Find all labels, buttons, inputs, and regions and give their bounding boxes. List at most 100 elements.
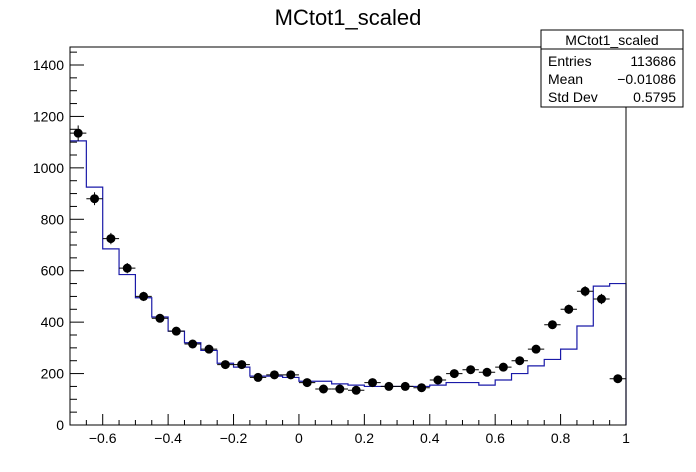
point-marker [335,384,345,394]
point-marker [498,362,508,372]
data-point [576,286,594,297]
point-marker [368,378,378,388]
data-point [364,378,381,388]
point-marker [139,291,149,301]
x-tick-label: −0.6 [89,430,117,446]
point-marker [433,375,443,385]
point-marker [384,381,394,391]
data-point [266,370,283,380]
histogram-step-line [70,140,627,425]
point-marker [106,234,116,244]
y-tick-label: 400 [41,314,65,330]
y-tick-label: 200 [41,366,65,382]
data-point [348,385,365,395]
x-tick-label: 0.6 [485,430,505,446]
point-marker [482,367,492,377]
data-point [413,383,430,393]
data-point [86,192,103,206]
data-point [544,320,561,330]
point-marker [613,374,623,384]
stats-stddev-label: Std Dev [548,89,598,105]
point-marker [155,313,165,323]
y-tick-label: 800 [41,211,65,227]
point-marker [286,370,296,380]
data-point [446,369,463,379]
stats-box: MCtot1_scaled Entries 113686 Mean −0.010… [540,29,684,108]
point-marker [547,320,557,330]
data-point [315,384,332,394]
point-marker [351,385,361,395]
y-tick-label: 1000 [33,160,64,176]
y-tick-label: 0 [56,417,64,433]
data-point [593,293,610,305]
data-point [217,360,234,370]
stats-box-title: MCtot1_scaled [565,32,658,48]
data-point [151,313,169,323]
data-point [119,263,136,274]
stats-stddev-value: 0.5795 [633,89,676,105]
data-point [331,384,348,394]
point-marker [237,360,247,370]
point-marker [220,360,230,370]
x-tick-label: 0 [295,430,303,446]
data-point [397,381,414,391]
histogram-layer [70,140,627,425]
point-marker [400,381,410,391]
stats-box-frame [540,29,684,108]
point-marker [417,383,427,393]
y-tick-label: 1200 [33,108,64,124]
point-marker [269,370,279,380]
point-marker [188,339,198,349]
x-tick-label: −0.2 [220,430,248,446]
axes-layer: −0.6 −0.4 −0.2 0 0.2 0.4 0.6 0.8 1 0 200 400 600 800 1… [33,51,630,446]
point-marker [531,344,541,354]
data-point [429,375,447,385]
data-point [233,360,250,370]
point-marker [564,304,574,314]
point-marker [318,384,328,394]
stats-mean-value: −0.01086 [617,71,676,87]
chart-title: MCtot1_scaled [275,5,422,30]
data-point [478,367,496,377]
point-marker [466,365,476,375]
point-marker [253,372,263,382]
x-tick-label: −0.4 [154,430,182,446]
point-marker [122,263,132,273]
data-point [511,356,528,366]
data-point [282,370,299,380]
data-point [184,339,201,349]
data-point [298,378,316,388]
data-point [462,365,479,375]
point-marker [449,369,459,379]
data-point [560,304,577,314]
data-points-layer [70,125,626,395]
point-marker [302,378,312,388]
x-tick-label: 1 [622,430,630,446]
data-point [102,232,120,245]
data-point [135,291,152,302]
stats-mean-label: Mean [548,71,583,87]
point-marker [171,326,181,336]
point-marker [515,356,525,366]
point-marker [90,194,100,204]
y-tick-label: 600 [41,263,65,279]
data-point [495,362,512,372]
x-tick-label: 0.4 [420,430,440,446]
data-point [70,125,87,141]
point-marker [596,294,606,304]
data-point [527,344,545,354]
x-tick-label: 0.2 [355,430,375,446]
point-marker [73,128,83,138]
x-tick-label: 0.8 [551,430,571,446]
point-marker [580,286,590,296]
data-point [168,326,185,336]
data-point [249,372,267,382]
point-marker [204,344,214,354]
data-point [609,374,626,384]
stats-entries-label: Entries [548,53,592,69]
data-point [380,381,398,391]
data-point [200,344,218,354]
stats-entries-value: 113686 [630,53,676,69]
y-tick-label: 1400 [33,57,64,73]
